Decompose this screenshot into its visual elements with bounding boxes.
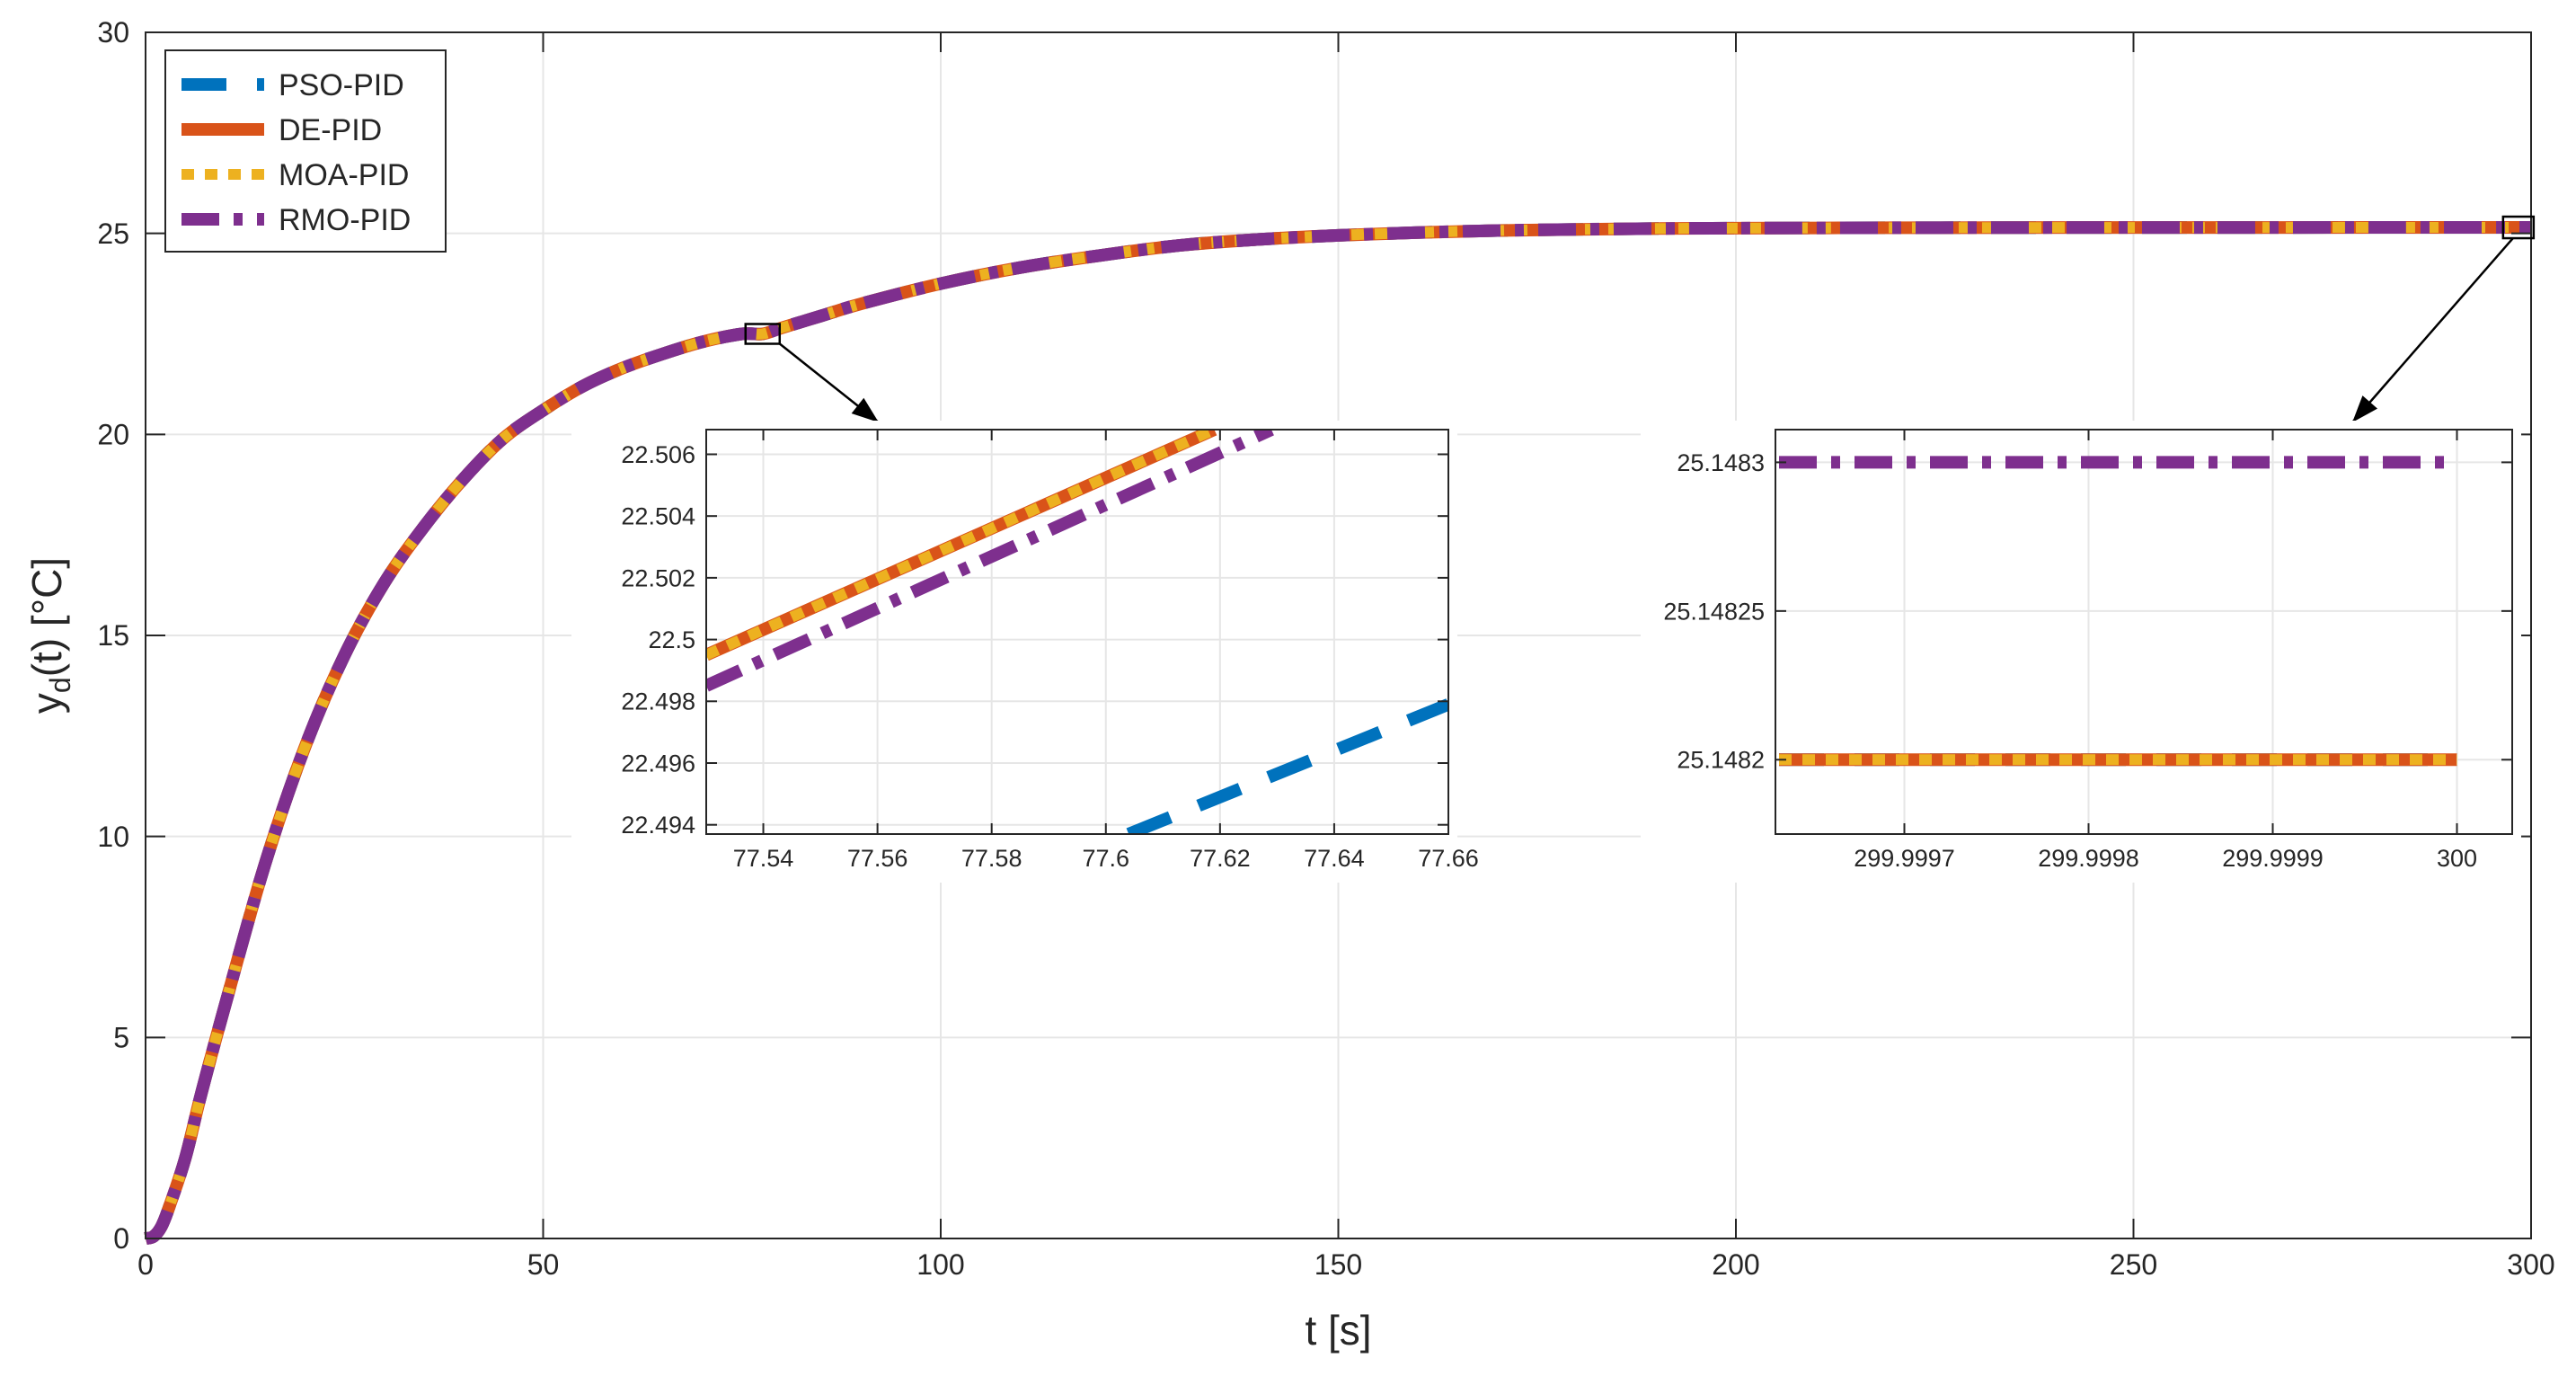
main-ytick-label-4: 20 bbox=[97, 419, 129, 451]
main-ytick-label-1: 5 bbox=[113, 1022, 129, 1054]
inset-right-frame bbox=[1775, 429, 2513, 835]
legend: PSO-PID DE-PID MOA-PID RMO-PID bbox=[164, 49, 447, 253]
inset-right-xtick-label-3: 300 bbox=[2437, 845, 2477, 872]
y-axis-label: yd(t) [°C] bbox=[23, 557, 76, 714]
main-xtick-label-5: 250 bbox=[2110, 1248, 2157, 1281]
inset-right-background bbox=[1641, 421, 2521, 883]
inset-right-xtick-label-1: 299.9998 bbox=[2038, 845, 2139, 872]
inset-left-xtick-label-1: 77.56 bbox=[847, 845, 908, 872]
x-axis-label: t [s] bbox=[1305, 1307, 1371, 1354]
inset-left-ytick-label-4: 22.502 bbox=[621, 564, 695, 591]
inset-left-xtick-label-3: 77.6 bbox=[1082, 845, 1129, 872]
zoom-box-right bbox=[2501, 215, 2536, 240]
inset-left-series-rmo-pid bbox=[706, 430, 1274, 692]
inset-left-lines bbox=[706, 430, 1448, 834]
inset-right-ytick-label-0: 25.1482 bbox=[1677, 747, 1765, 774]
inset-right-series-group bbox=[1779, 456, 2457, 767]
main-ytick-label-3: 15 bbox=[97, 619, 129, 652]
legend-label-rmo-pid: RMO-PID bbox=[279, 203, 411, 237]
inset-left-ytick-label-3: 22.5 bbox=[648, 626, 695, 653]
legend-label-de-pid: DE-PID bbox=[279, 113, 382, 147]
inset-left-xtick-label-4: 77.62 bbox=[1190, 845, 1251, 872]
inset-left-series-de-pid bbox=[706, 430, 1217, 661]
main-ytick-label-6: 30 bbox=[97, 16, 129, 49]
inset-left-ytick-label-6: 22.506 bbox=[621, 441, 695, 468]
zoom-arrow-head-right bbox=[2352, 395, 2378, 422]
zoom-arrow-line-right bbox=[2351, 237, 2514, 423]
inset-right-ytick-label-2: 25.1483 bbox=[1677, 449, 1765, 476]
inset-left-xtick-label-0: 77.54 bbox=[733, 845, 794, 872]
main-series-moa-pid bbox=[144, 222, 2532, 1244]
main-xtick-label-0: 0 bbox=[137, 1248, 154, 1281]
y-axis-label-subscript: d bbox=[44, 677, 76, 693]
zoom-markers bbox=[744, 215, 2536, 423]
main-ytick-label-2: 10 bbox=[97, 821, 129, 853]
inset-right-ytick-label-1: 25.14825 bbox=[1663, 598, 1765, 625]
main-ticks: 0 50 100 150 200 250 300 0 5 10 15 20 25 30 bbox=[97, 16, 2554, 1281]
legend-label-moa-pid: MOA-PID bbox=[279, 158, 409, 192]
main-xtick-label-1: 50 bbox=[527, 1248, 560, 1281]
main-xtick-label-4: 200 bbox=[1712, 1248, 1759, 1281]
inset-left-background bbox=[571, 421, 1457, 883]
inset-right-lines bbox=[1779, 456, 2457, 767]
main-xtick-label-2: 100 bbox=[916, 1248, 964, 1281]
legend-label-pso-pid: PSO-PID bbox=[279, 68, 404, 102]
inset-left-xtick-label-6: 77.66 bbox=[1418, 845, 1479, 872]
main-lines bbox=[144, 221, 2532, 1245]
inset-left-ytick-label-1: 22.496 bbox=[621, 750, 695, 777]
inset-left-ytick-label-2: 22.498 bbox=[621, 688, 695, 715]
zoom-arrow-head-left bbox=[851, 397, 879, 422]
inset-left-series-group bbox=[706, 430, 1448, 834]
inset-left: 77.54 77.56 77.58 77.6 77.62 77.64 77.66 22.494… bbox=[571, 421, 1479, 883]
inset-left-xtick-label-2: 77.58 bbox=[961, 845, 1022, 872]
inset-right-ticks: 299.9997 299.9998 299.9999 300 25.1482 25.148… bbox=[1663, 430, 2512, 872]
y-axis-label-main: y bbox=[23, 693, 70, 714]
inset-left-grid bbox=[706, 430, 1449, 834]
main-ytick-label-0: 0 bbox=[113, 1222, 129, 1255]
inset-left-xtick-label-5: 77.64 bbox=[1304, 845, 1365, 872]
main-xtick-label-3: 150 bbox=[1315, 1248, 1362, 1281]
inset-left-ticks: 77.54 77.56 77.58 77.6 77.62 77.64 77.66 22.494… bbox=[621, 430, 1479, 872]
inset-right-xtick-label-0: 299.9997 bbox=[1854, 845, 1955, 872]
inset-left-frame bbox=[705, 429, 1449, 835]
main-xtick-label-6: 300 bbox=[2507, 1248, 2554, 1281]
inset-left-series-pso-pid bbox=[1126, 698, 1448, 834]
inset-right: 299.9997 299.9998 299.9999 300 25.1482 25.148… bbox=[1641, 421, 2521, 883]
inset-left-ytick-label-5: 22.504 bbox=[621, 503, 695, 530]
y-axis-label-rest: (t) [°C] bbox=[23, 557, 70, 677]
zoom-box-left bbox=[744, 323, 782, 345]
main-ytick-label-5: 25 bbox=[97, 217, 129, 250]
main-series-rmo-pid bbox=[144, 221, 2532, 1245]
inset-left-ytick-label-0: 22.494 bbox=[621, 812, 695, 839]
inset-right-xtick-label-2: 299.9999 bbox=[2222, 845, 2324, 872]
